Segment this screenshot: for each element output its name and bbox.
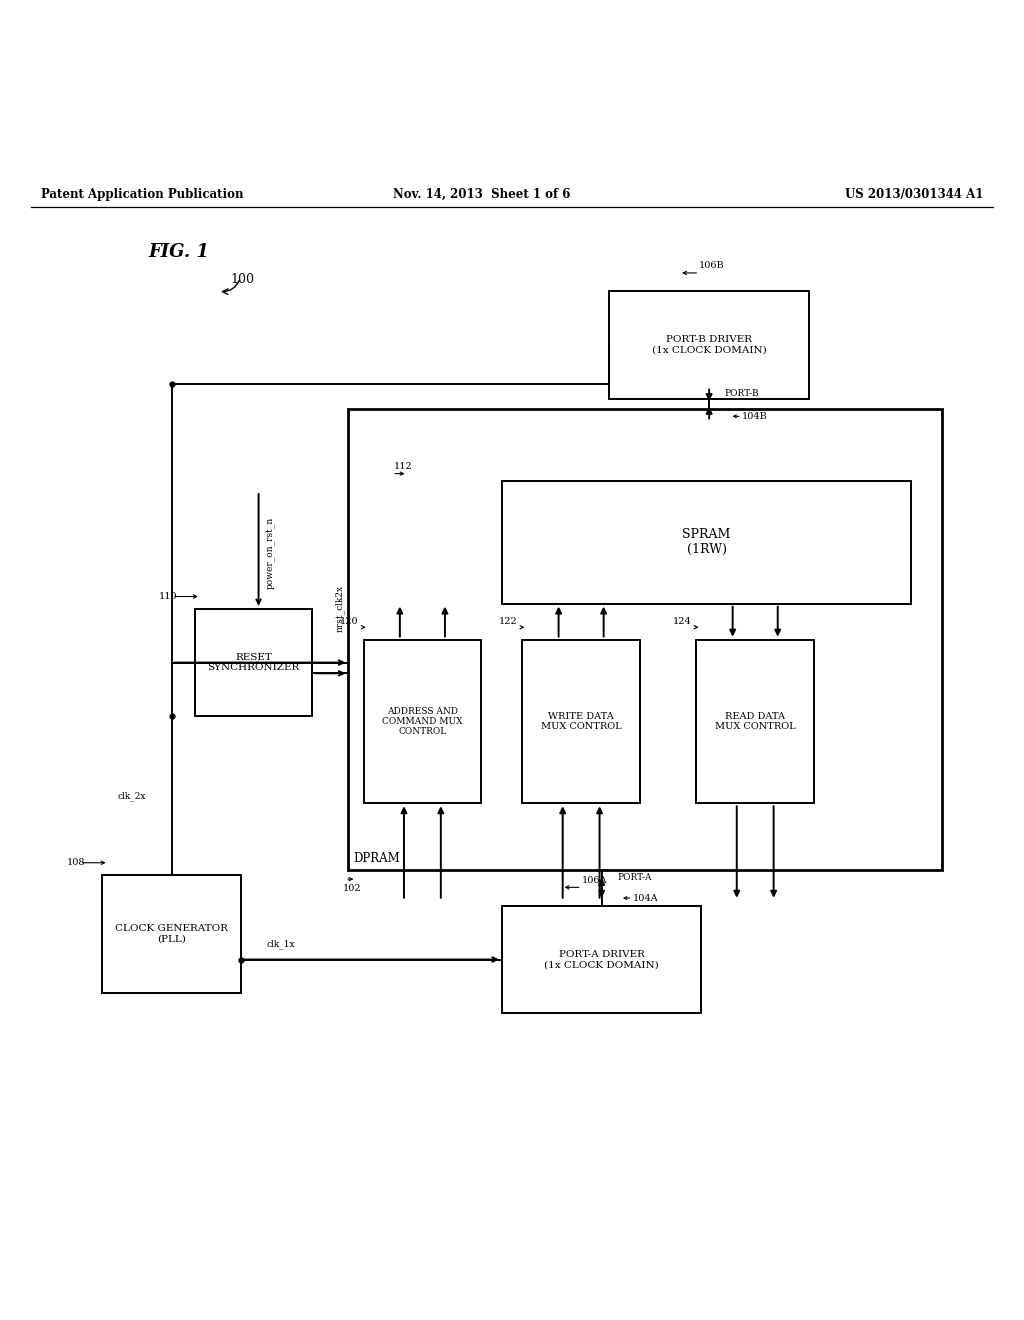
Text: clk_2x: clk_2x (118, 791, 146, 800)
Text: PORT-B DRIVER
(1x CLOCK DOMAIN): PORT-B DRIVER (1x CLOCK DOMAIN) (651, 335, 767, 355)
Text: Nov. 14, 2013  Sheet 1 of 6: Nov. 14, 2013 Sheet 1 of 6 (392, 187, 570, 201)
Text: FIG. 1: FIG. 1 (148, 243, 209, 261)
Text: 104B: 104B (741, 412, 768, 421)
Text: READ DATA
MUX CONTROL: READ DATA MUX CONTROL (715, 711, 796, 731)
Text: 106A: 106A (582, 875, 607, 884)
Text: 108: 108 (67, 858, 85, 867)
Text: CLOCK GENERATOR
(PLL): CLOCK GENERATOR (PLL) (115, 924, 228, 944)
Bar (522, 639, 640, 804)
Text: 104A: 104A (633, 894, 658, 903)
Bar (348, 409, 942, 870)
Text: 110: 110 (159, 591, 177, 601)
Bar (364, 639, 481, 804)
Text: US 2013/0301344 A1: US 2013/0301344 A1 (845, 187, 983, 201)
Text: DPRAM: DPRAM (353, 851, 400, 865)
Text: nrst_clk2x: nrst_clk2x (335, 585, 345, 632)
Text: 112: 112 (394, 462, 413, 471)
Text: 124: 124 (673, 616, 691, 626)
Text: SPRAM
(1RW): SPRAM (1RW) (682, 528, 731, 556)
Text: ADDRESS AND
COMMAND MUX
CONTROL: ADDRESS AND COMMAND MUX CONTROL (382, 706, 463, 737)
Text: 120: 120 (340, 616, 358, 626)
Text: 106B: 106B (699, 261, 725, 271)
Bar (609, 292, 809, 399)
Text: Patent Application Publication: Patent Application Publication (41, 187, 244, 201)
Bar (102, 875, 241, 993)
Text: WRITE DATA
MUX CONTROL: WRITE DATA MUX CONTROL (541, 711, 622, 731)
Bar (502, 480, 911, 603)
Text: 122: 122 (499, 616, 517, 626)
Text: clk_1x: clk_1x (266, 940, 295, 949)
Text: PORT-B: PORT-B (725, 389, 759, 399)
Bar (696, 639, 814, 804)
Bar (195, 609, 312, 717)
Text: power_on_rst_n: power_on_rst_n (266, 516, 275, 589)
Text: 102: 102 (343, 884, 361, 892)
Bar (502, 906, 701, 1014)
Text: RESET
SYNCHRONIZER: RESET SYNCHRONIZER (207, 653, 300, 672)
Text: 100: 100 (230, 272, 254, 285)
Text: PORT-A: PORT-A (616, 873, 651, 882)
Text: PORT-A DRIVER
(1x CLOCK DOMAIN): PORT-A DRIVER (1x CLOCK DOMAIN) (544, 950, 659, 969)
